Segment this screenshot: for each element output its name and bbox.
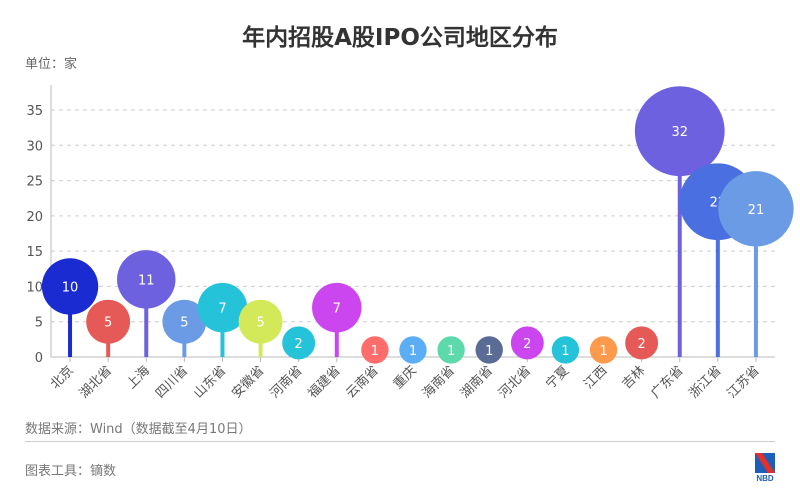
bubble xyxy=(86,299,131,344)
data-label: 32 xyxy=(671,125,688,140)
bubble xyxy=(510,326,544,360)
x-tick-label: 重庆 xyxy=(390,363,420,393)
x-tick-label: 安徽省 xyxy=(229,363,267,401)
nbd-logo: NBD xyxy=(755,453,775,483)
bubble-chart: 05101520253035北京 湖北省 上海 四川省 山东省 安徽省 河南省 福建省 云南省重… xyxy=(26,85,794,402)
data-label: 2 xyxy=(523,337,531,352)
y-tick-label: 0 xyxy=(35,351,43,366)
x-tick-label: 福建省 xyxy=(305,363,343,401)
y-tick-label: 5 xyxy=(35,316,43,331)
x-tick-label: 河南省 xyxy=(267,363,306,402)
x-tick-label: 江西 xyxy=(581,363,610,392)
bubble xyxy=(238,299,283,344)
bubble xyxy=(475,336,503,364)
y-tick-label: 20 xyxy=(26,210,43,225)
bubble xyxy=(634,86,725,177)
data-label: 21 xyxy=(748,203,765,218)
data-source: 数据来源：Wind（数据截至4月10日） xyxy=(25,422,252,437)
divider xyxy=(25,441,775,442)
data-label: 1 xyxy=(409,344,417,359)
bubble xyxy=(282,326,316,360)
data-label: 1 xyxy=(371,344,379,359)
y-tick-label: 10 xyxy=(26,280,43,295)
bubble xyxy=(551,336,580,364)
y-tick-label: 15 xyxy=(26,245,43,260)
bubble xyxy=(589,336,618,364)
data-label: 7 xyxy=(218,302,226,317)
bubble xyxy=(718,171,794,247)
data-label: 5 xyxy=(180,316,188,331)
bubble xyxy=(625,326,659,360)
x-tick-label: 河北省 xyxy=(496,363,534,401)
x-tick-label: 山东省 xyxy=(191,363,229,401)
data-label: 11 xyxy=(138,273,155,288)
data-label: 5 xyxy=(256,316,264,331)
data-label: 1 xyxy=(561,344,569,359)
bubble xyxy=(361,336,389,364)
svg-text:NBD: NBD xyxy=(756,474,774,483)
data-label: 1 xyxy=(485,344,493,359)
x-tick-label: 海南省 xyxy=(419,363,458,402)
x-tick-label: 四川省 xyxy=(153,363,191,401)
bubble xyxy=(399,336,427,364)
x-tick-label: 北京 xyxy=(48,363,77,392)
bubble xyxy=(117,250,176,309)
data-label: 1 xyxy=(447,344,455,359)
y-tick-label: 25 xyxy=(26,175,43,190)
x-tick-label: 上海 xyxy=(124,363,153,392)
data-label: 10 xyxy=(62,280,79,295)
x-tick-label: 江苏省 xyxy=(724,363,763,402)
bubble xyxy=(437,336,465,364)
data-label: 2 xyxy=(295,337,303,352)
bubble xyxy=(197,282,248,333)
x-tick-label: 云南省 xyxy=(343,363,382,402)
x-tick-label: 吉林 xyxy=(619,363,648,392)
data-label: 5 xyxy=(104,316,112,331)
data-label: 1 xyxy=(599,344,607,359)
y-tick-label: 35 xyxy=(26,104,43,119)
x-tick-label: 湖南省 xyxy=(457,363,496,402)
chart-title: 年内招股A股IPO公司地区分布 xyxy=(242,25,558,51)
y-tick-label: 30 xyxy=(26,139,43,154)
bubble xyxy=(41,258,99,315)
data-label: 7 xyxy=(333,302,341,317)
bubble xyxy=(312,282,362,333)
bubble xyxy=(162,299,207,344)
x-tick-label: 广东省 xyxy=(648,363,686,401)
unit-label: 单位：家 xyxy=(25,57,78,72)
x-tick-label: 湖北省 xyxy=(77,363,115,401)
data-label: 2 xyxy=(637,337,645,352)
x-tick-label: 宁夏 xyxy=(543,363,573,393)
x-tick-label: 浙江省 xyxy=(686,363,724,401)
chart-tool: 图表工具：镝数 xyxy=(25,464,117,479)
